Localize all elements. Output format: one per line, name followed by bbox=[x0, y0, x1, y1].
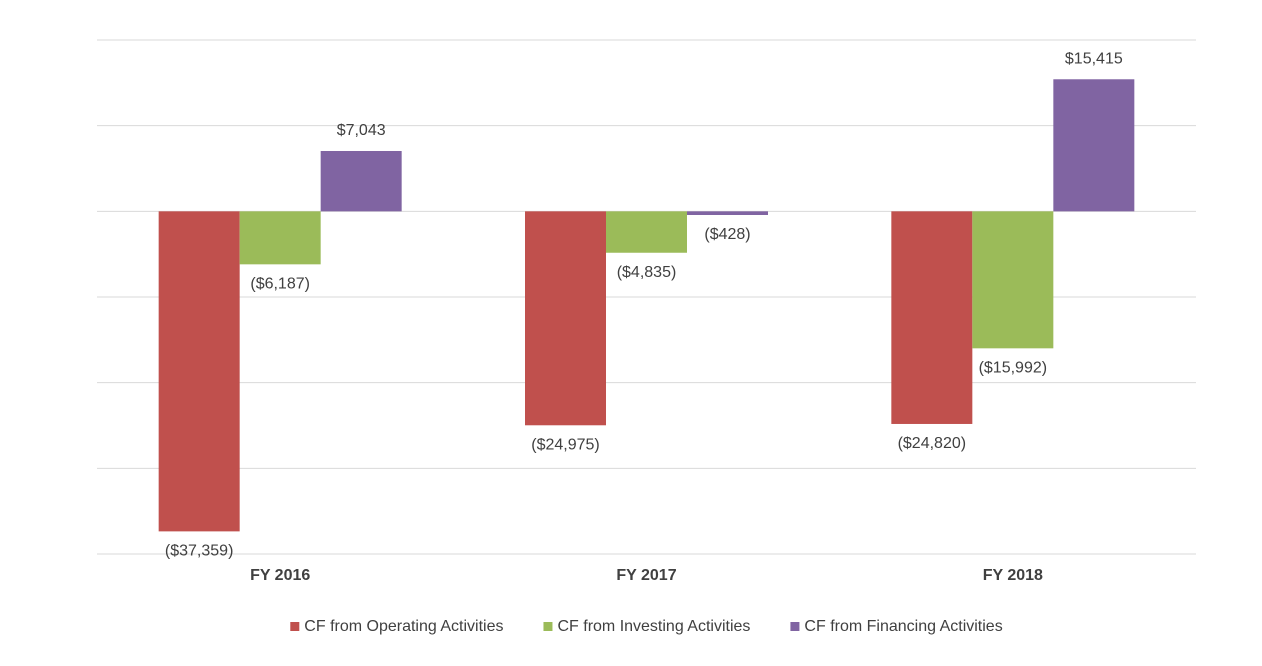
legend-swatch bbox=[290, 622, 300, 631]
data-label: $7,043 bbox=[337, 122, 386, 139]
x-tick-label: FY 2018 bbox=[983, 567, 1043, 584]
data-label: ($6,187) bbox=[250, 276, 310, 293]
data-label: ($15,992) bbox=[979, 360, 1048, 377]
data-label: $15,415 bbox=[1065, 50, 1123, 67]
x-tick-label: FY 2017 bbox=[616, 567, 676, 584]
data-label: ($4,835) bbox=[617, 264, 677, 281]
bar bbox=[891, 211, 973, 424]
bar bbox=[606, 211, 687, 253]
legend-swatch bbox=[543, 622, 553, 631]
data-label: ($24,820) bbox=[898, 435, 967, 452]
bar bbox=[525, 211, 606, 426]
legend-label: CF from Operating Activities bbox=[304, 618, 503, 635]
legend-label: CF from Investing Activities bbox=[557, 618, 750, 635]
data-label: ($37,359) bbox=[165, 543, 234, 560]
bar bbox=[320, 150, 402, 212]
bar bbox=[1053, 79, 1135, 212]
data-label: ($24,975) bbox=[531, 437, 600, 454]
x-tick-label: FY 2016 bbox=[250, 567, 310, 584]
bar bbox=[158, 211, 240, 532]
bar bbox=[239, 211, 321, 265]
bar bbox=[972, 211, 1054, 349]
legend-label: CF from Financing Activities bbox=[804, 618, 1002, 635]
bar bbox=[687, 211, 768, 215]
legend-swatch bbox=[790, 622, 800, 631]
data-label: ($428) bbox=[704, 226, 750, 243]
